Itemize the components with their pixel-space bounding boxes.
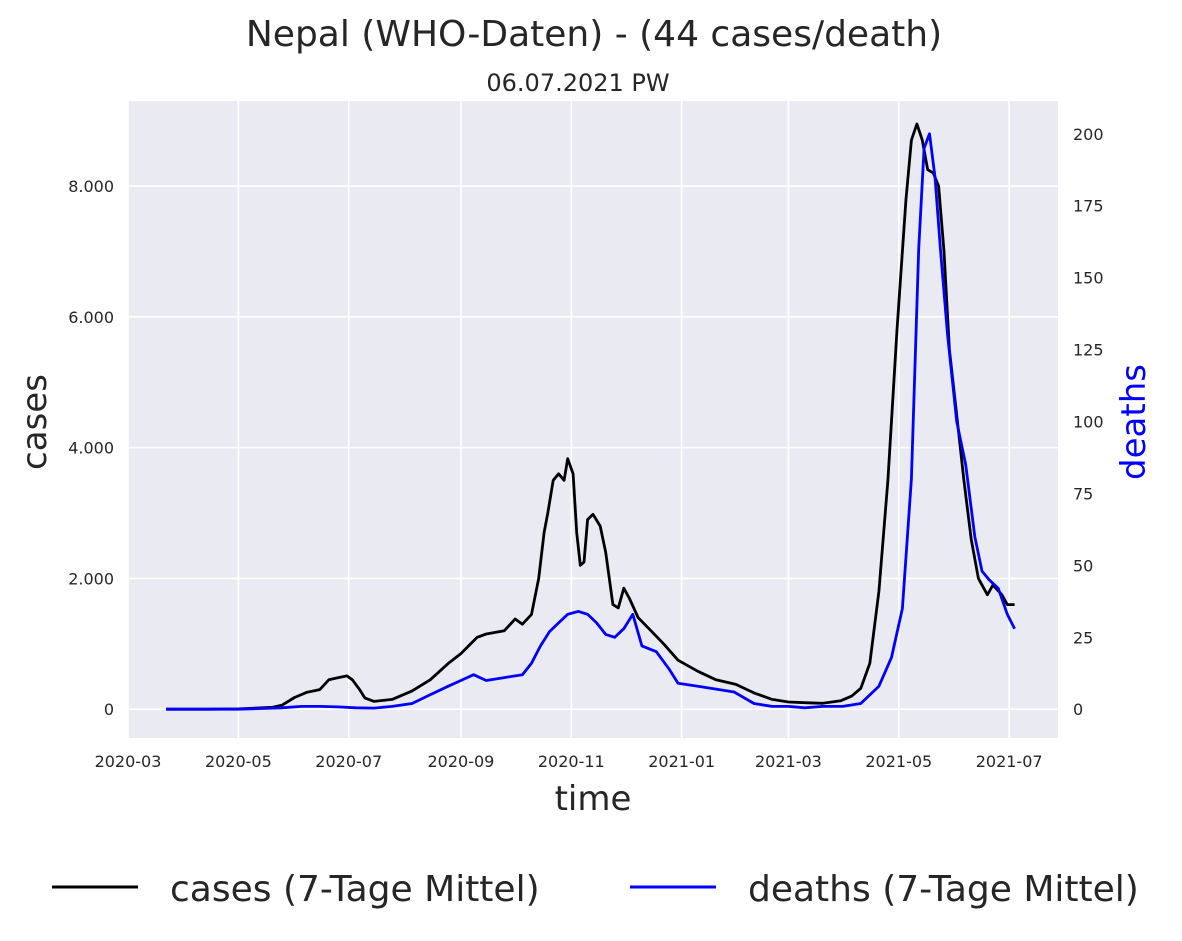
x-tick-label: 2021-01: [648, 752, 715, 771]
deaths-line: [166, 132, 1016, 711]
x-tick-label: 2020-11: [538, 752, 605, 771]
chart-title: Nepal (WHO-Daten) - (44 cases/death): [246, 14, 942, 55]
y-axis-label: cases: [15, 374, 55, 470]
x-tick-label: 2020-07: [315, 752, 382, 771]
x-tick-label: 2020-09: [427, 752, 494, 771]
plot-area: [128, 101, 1058, 738]
y2-tick-label: 125: [1073, 341, 1104, 360]
y2-tick-label: 100: [1073, 413, 1104, 432]
y2-tick-label: 175: [1073, 197, 1104, 216]
y-tick-label: 6.000: [68, 308, 114, 327]
tick-labels: 2020-03 2020-05 2020-07 2020-09 2020-11 2021-…: [68, 125, 1103, 771]
x-tick-label: 2020-05: [205, 752, 272, 771]
legend-label-deaths: deaths (7-Tage Mittel): [748, 869, 1139, 910]
y2-tick-label: 150: [1073, 269, 1104, 288]
y2-axis-label: deaths: [1114, 364, 1154, 480]
y-tick-label: 0: [104, 700, 114, 719]
x-tick-label: 2021-05: [865, 752, 932, 771]
series-group: [166, 122, 1016, 711]
legend-label-cases: cases (7-Tage Mittel): [170, 869, 540, 910]
y2-tick-label: 200: [1073, 125, 1104, 144]
y2-tick-label: 50: [1073, 556, 1093, 575]
x-axis-label: time: [555, 779, 632, 819]
x-tick-label: 2021-07: [976, 752, 1043, 771]
y2-tick-label: 25: [1073, 628, 1093, 647]
legend: cases (7-Tage Mittel) deaths (7-Tage Mit…: [52, 869, 1139, 910]
y-tick-label: 4.000: [68, 439, 114, 458]
y2-tick-label: 75: [1073, 484, 1093, 503]
x-tick-label: 2020-03: [95, 752, 162, 771]
grid: [127, 101, 1058, 738]
y-tick-label: 2.000: [68, 569, 114, 588]
y2-tick-label: 0: [1073, 700, 1083, 719]
chart-subtitle: 06.07.2021 PW: [486, 69, 669, 97]
x-tick-label: 2021-03: [755, 752, 822, 771]
y-tick-label: 8.000: [68, 177, 114, 196]
